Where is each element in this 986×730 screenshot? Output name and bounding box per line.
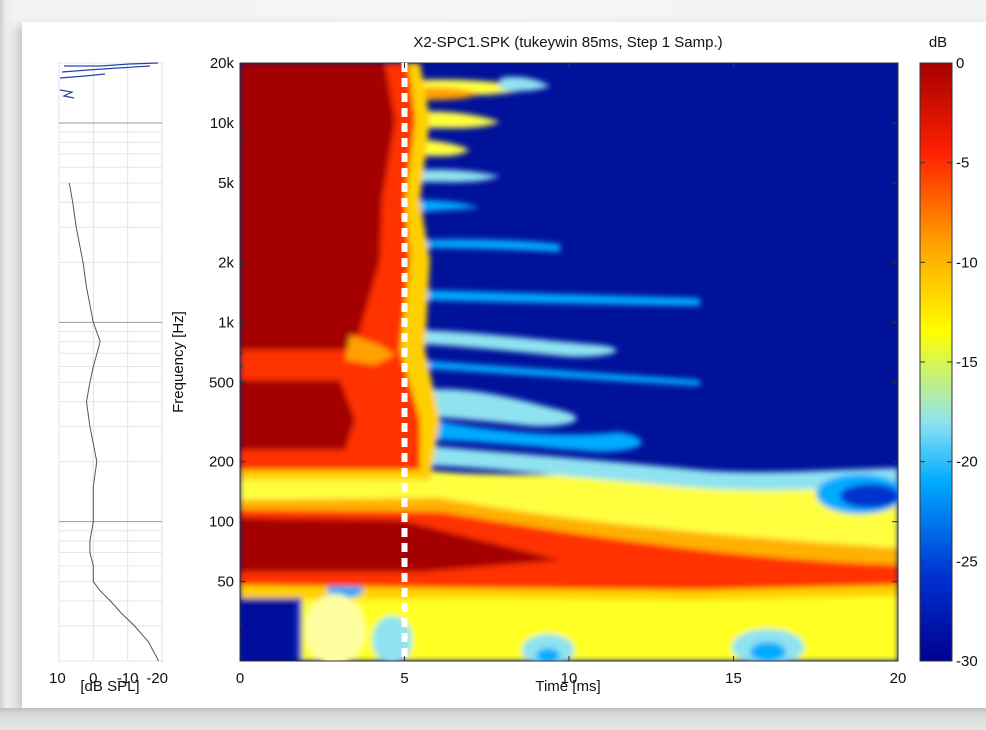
y-tick-label: 50	[217, 574, 234, 591]
y-tick-label: 1k	[218, 314, 234, 331]
x-tick-label: 10	[561, 670, 578, 687]
y-tick-label: 500	[209, 374, 234, 391]
colorbar-tick-label: 0	[956, 55, 964, 72]
colorbar-tick-label: -5	[956, 155, 969, 172]
response-hf-traces	[59, 62, 159, 99]
spectrogram-image	[240, 63, 898, 661]
chart-title: X2-SPC1.SPK (tukeywin 85ms, Step 1 Samp.…	[413, 34, 722, 51]
y-tick-label: 100	[209, 514, 234, 531]
response-x-tick-label: 0	[89, 670, 97, 687]
colorbar-tick-label: -10	[956, 254, 978, 271]
y-tick-label: 10k	[210, 115, 235, 132]
response-x-tick-label: 10	[49, 670, 66, 687]
x-axis-label: Time [ms]	[535, 678, 600, 695]
colorbar-tick-label: -15	[956, 354, 978, 371]
colorbar-label: dB	[929, 34, 947, 51]
response-plot-area	[58, 62, 163, 662]
x-tick-marks	[239, 63, 899, 661]
colorbar-tick-label: -30	[956, 653, 978, 670]
y-tick-label: 2k	[218, 254, 234, 271]
response-panel: 10 0 -10 -20 [dB SPL]	[49, 62, 168, 695]
y-tick-labels: 50 100 200 500 1k 2k 5k 10k 20k	[209, 55, 235, 591]
bottom-shade	[0, 708, 986, 730]
response-x-tick-labels: 10 0 -10 -20	[49, 670, 168, 687]
colorbar-tick-label: -25	[956, 553, 978, 570]
x-tick-label: 5	[400, 670, 408, 687]
y-tick-label: 200	[209, 454, 234, 471]
colorbar-tick-labels: 0 -5 -10 -15 -20 -25 -30	[956, 55, 978, 670]
y-axis-label: Frequency [Hz]	[170, 311, 187, 413]
colorbar-tick-marks	[920, 62, 952, 662]
x-tick-labels: 0 5 10 15 20	[236, 670, 907, 687]
x-tick-label: 15	[725, 670, 742, 687]
colorbar-tick-label: -20	[956, 454, 978, 471]
x-tick-label: 0	[236, 670, 244, 687]
response-x-tick-label: -20	[146, 670, 168, 687]
response-x-tick-label: -10	[117, 670, 139, 687]
colorbar-gradient	[919, 62, 953, 662]
response-x-axis-label: [dB SPL]	[80, 678, 139, 695]
x-tick-label: 20	[890, 670, 907, 687]
y-tick-label: 5k	[218, 175, 234, 192]
response-line	[68, 182, 160, 662]
y-tick-marks	[240, 62, 898, 627]
response-grid	[58, 62, 163, 662]
y-tick-label: 20k	[210, 55, 235, 72]
spectrogram-panel: X2-SPC1.SPK (tukeywin 85ms, Step 1 Samp.…	[170, 34, 906, 695]
colorbar: dB 0 -5 -10 -15 -20 -25 -30	[919, 34, 978, 670]
